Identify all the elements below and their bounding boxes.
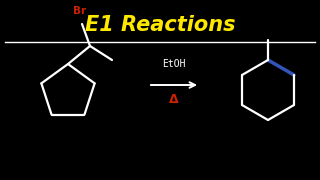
Text: Br: Br <box>73 6 87 16</box>
Text: Δ: Δ <box>169 93 179 106</box>
Text: EtOH: EtOH <box>162 59 186 69</box>
Text: E1 Reactions: E1 Reactions <box>85 15 235 35</box>
